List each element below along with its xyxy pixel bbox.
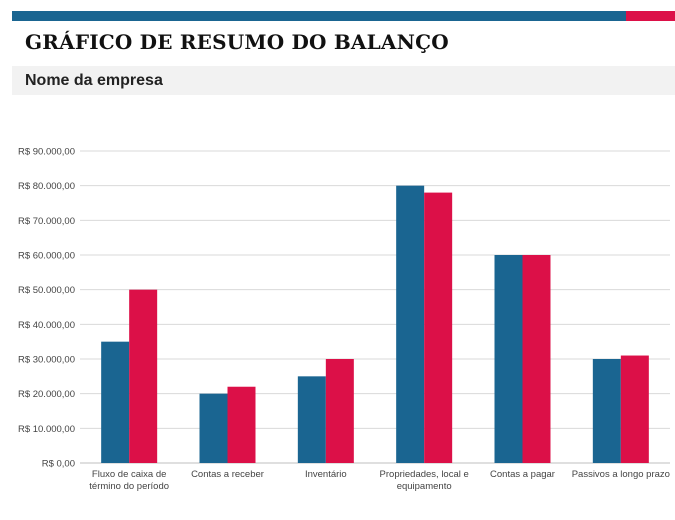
y-tick-label: R$ 20.000,00	[18, 389, 75, 400]
y-tick-label: R$ 70.000,00	[18, 216, 75, 227]
bar-series-1	[101, 341, 130, 463]
company-band: Nome da empresa	[12, 66, 675, 95]
accent-bar-blue	[12, 11, 626, 21]
bar-series-1	[199, 393, 228, 463]
x-category-label: Propriedades, local e	[380, 469, 469, 480]
x-category-label: Contas a pagar	[490, 469, 555, 480]
x-category-label: Fluxo de caixa de	[92, 469, 166, 480]
bar-series-2	[620, 355, 649, 463]
company-name: Nome da empresa	[25, 72, 163, 89]
y-tick-label: R$ 30.000,00	[18, 355, 75, 366]
bar-series-2	[522, 255, 551, 463]
bar-series-2	[129, 289, 158, 463]
accent-bar-red	[626, 11, 675, 21]
y-tick-label: R$ 80.000,00	[18, 181, 75, 192]
bar-series-1	[396, 185, 425, 463]
page-title: GRÁFICO DE RESUMO DO BALANÇO	[25, 30, 449, 54]
y-tick-label: R$ 90.000,00	[18, 147, 75, 158]
x-category-label: Passivos a longo prazo	[572, 469, 670, 480]
y-tick-label: R$ 10.000,00	[18, 424, 75, 435]
bar-series-2	[227, 386, 256, 463]
bar-series-1	[297, 376, 326, 463]
y-tick-label: R$ 60.000,00	[18, 251, 75, 262]
y-tick-label: R$ 50.000,00	[18, 285, 75, 296]
bar-series-1	[592, 359, 621, 463]
y-tick-label: R$ 0,00	[42, 459, 75, 470]
x-category-label: Contas a receber	[191, 469, 264, 480]
bar-series-1	[494, 255, 523, 463]
bar-series-2	[424, 192, 453, 463]
top-accent-bar	[12, 11, 675, 21]
y-tick-label: R$ 40.000,00	[18, 320, 75, 331]
x-category-label: Inventário	[305, 469, 347, 480]
x-category-label: término do período	[89, 481, 169, 492]
x-category-label: equipamento	[397, 481, 452, 492]
bar-series-2	[325, 359, 354, 463]
